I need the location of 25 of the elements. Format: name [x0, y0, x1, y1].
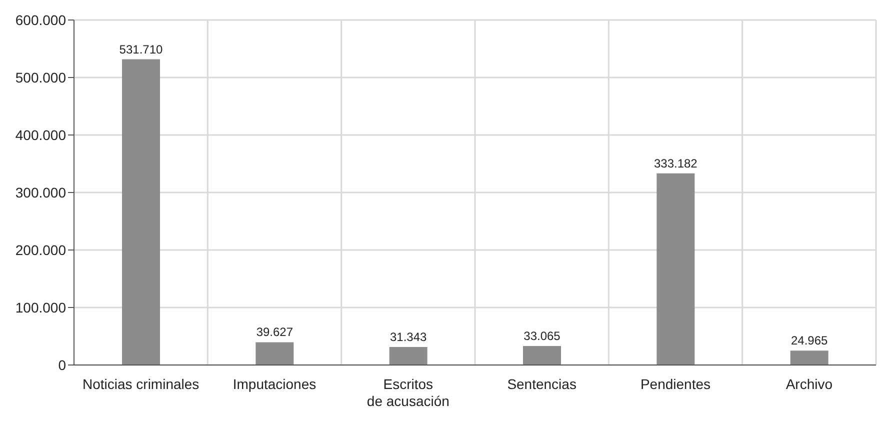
x-tick-label: Noticias criminales [82, 376, 200, 392]
bar [656, 173, 695, 365]
y-tick-label: 600.000 [15, 12, 66, 28]
y-tick-label: 400.000 [15, 126, 66, 143]
x-tick-label: Archivo [786, 376, 833, 392]
x-tick-label: Pendientes [640, 376, 711, 392]
bar [122, 59, 160, 365]
data-label: 531.710 [119, 42, 164, 56]
data-label: 31.343 [390, 330, 428, 344]
bar [523, 346, 561, 365]
x-tick-label: Sentencias [507, 376, 576, 392]
y-tick-label: 200.000 [15, 242, 66, 258]
bar [790, 350, 828, 365]
y-tick-label: 300.000 [15, 184, 66, 200]
data-label: 33.065 [524, 328, 561, 343]
y-tick-label: 500.000 [15, 69, 66, 86]
x-tick-label: Escritos de acusación [366, 376, 450, 409]
data-label: 39.627 [256, 325, 294, 340]
data-label: 24.965 [790, 334, 828, 348]
data-label: 333.182 [654, 156, 698, 170]
y-tick-label: 100.000 [15, 299, 66, 316]
y-tick-label: 0 [58, 356, 66, 373]
bar [389, 346, 428, 365]
x-tick-label: Imputaciones [232, 376, 316, 392]
bar [256, 342, 294, 365]
